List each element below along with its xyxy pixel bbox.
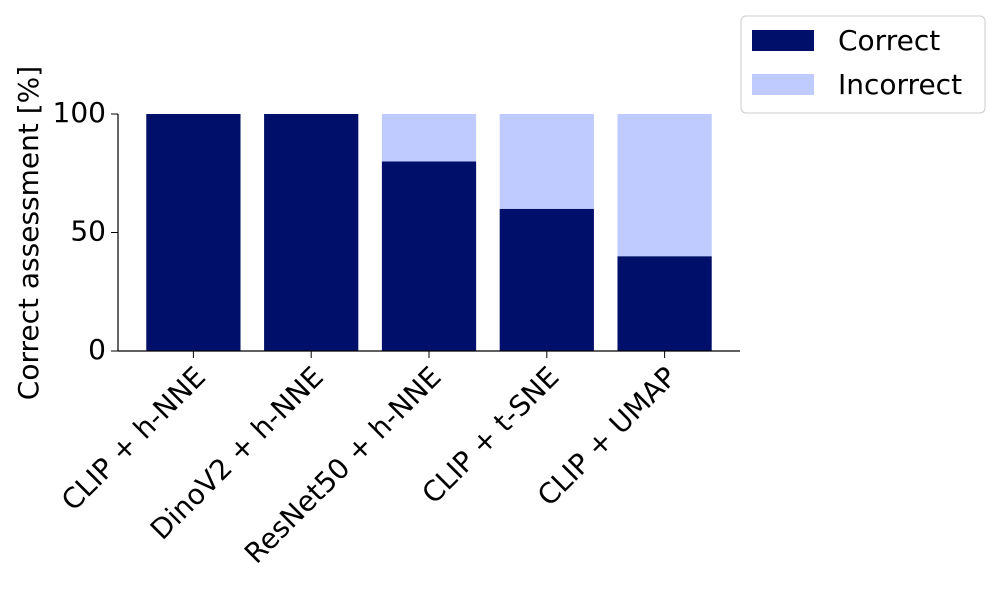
y-tick-label: 100 (53, 96, 106, 129)
bar-segment (499, 208, 594, 351)
bar-segment (499, 114, 594, 209)
bar-segment (146, 114, 241, 351)
y-tick-label: 50 (70, 215, 106, 248)
x-tick-label: ResNet50 + h-NNE (238, 360, 448, 570)
bar-segment (617, 114, 712, 257)
legend-swatch (752, 74, 814, 95)
y-axis-label: Correct assessment [%] (12, 66, 45, 400)
bar-segment (264, 114, 359, 351)
bar-segment (381, 114, 477, 162)
legend-label: Incorrect (838, 68, 962, 101)
y-tick-label: 0 (88, 333, 106, 366)
legend-label: Correct (838, 24, 940, 57)
legend-swatch (752, 30, 814, 51)
bar-segment (617, 256, 712, 351)
bar-segment (381, 161, 477, 351)
